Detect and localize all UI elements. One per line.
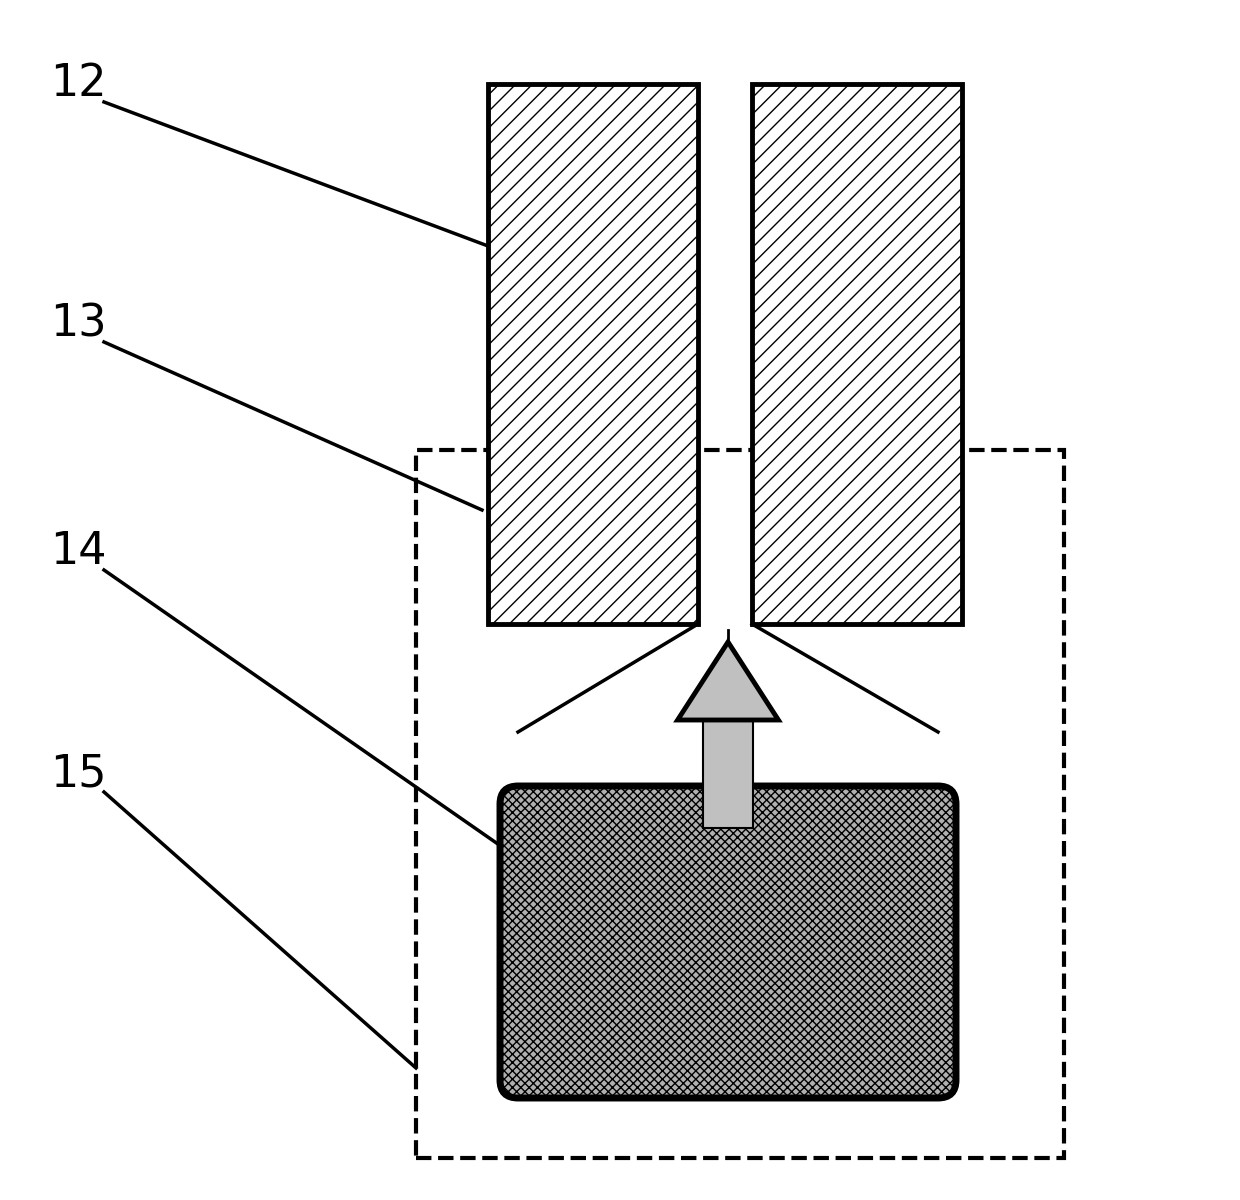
- Text: 13: 13: [50, 302, 107, 346]
- Bar: [489, 84, 698, 624]
- Text: 12: 12: [50, 62, 107, 106]
- Polygon shape: [677, 642, 779, 720]
- Bar: [703, 720, 753, 828]
- Bar: [415, 450, 1064, 1158]
- Text: 15: 15: [50, 752, 107, 796]
- Text: 14: 14: [50, 530, 107, 574]
- Bar: [751, 84, 962, 624]
- FancyBboxPatch shape: [500, 786, 956, 1098]
